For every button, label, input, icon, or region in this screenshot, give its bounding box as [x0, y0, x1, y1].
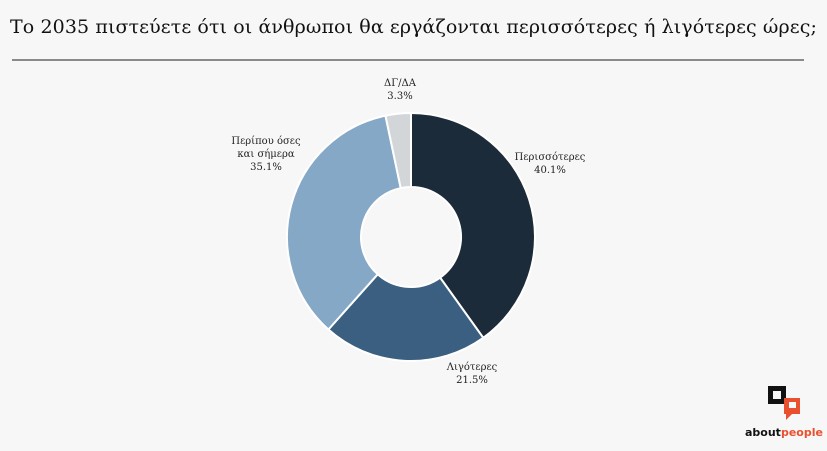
slice-label: Περίπου όσες και σήμερα 35.1% — [231, 136, 301, 173]
slice-category-label: Λιγότερες — [446, 362, 498, 373]
brand-name-part1: about — [745, 426, 781, 439]
slice-label: Λιγότερες 21.5% — [446, 362, 498, 386]
slice-category-label: Περίπου όσες — [231, 136, 301, 147]
slice-category-label: ΔΓ/ΔΑ — [384, 78, 417, 89]
donut-slice — [410, 111, 536, 340]
brand-name: aboutpeople — [745, 426, 823, 439]
slice-value-label: 35.1% — [250, 162, 282, 173]
slice-category-label: Περισσότερες — [515, 152, 586, 163]
slice-value-label: 3.3% — [387, 91, 412, 102]
slice-label: ΔΓ/ΔΑ 3.3% — [384, 78, 417, 102]
slice-value-label: 40.1% — [534, 165, 566, 176]
donut-slice — [327, 272, 485, 362]
slice-category-label: και σήμερα — [237, 149, 294, 160]
title-divider — [12, 59, 804, 61]
brand-name-part2: people — [780, 426, 823, 439]
donut-slice — [286, 114, 402, 331]
aboutpeople-logo-icon — [768, 386, 800, 420]
slice-value-label: 21.5% — [456, 375, 488, 386]
slice-label: Περισσότερες 40.1% — [515, 152, 586, 176]
chart-title: Το 2035 πιστεύετε ότι οι άνθρωποι θα εργ… — [10, 16, 817, 38]
donut-slice — [384, 111, 412, 190]
